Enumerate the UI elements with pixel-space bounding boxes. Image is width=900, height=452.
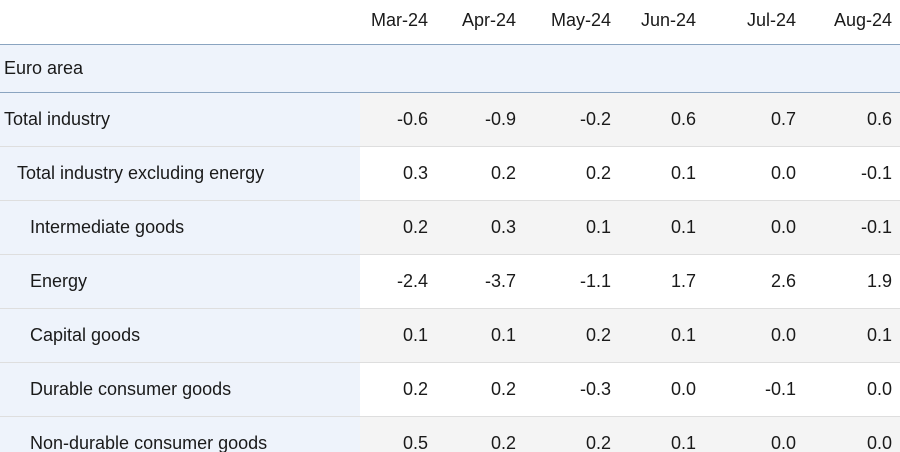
- table-cell: 0.1: [619, 416, 704, 452]
- row-label: Durable consumer goods: [0, 362, 360, 417]
- table-cell: 0.1: [619, 308, 704, 363]
- table-cell: 0.0: [704, 146, 804, 201]
- table-cell: 0.3: [436, 200, 524, 255]
- table-row: Non-durable consumer goods 0.5 0.2 0.2 0…: [0, 416, 900, 452]
- table-cell: -0.2: [524, 92, 619, 147]
- column-header: Apr-24: [436, 0, 524, 45]
- table-row: Total industry excluding energy 0.3 0.2 …: [0, 146, 900, 201]
- table-cell: 0.0: [704, 200, 804, 255]
- table-cell: 0.1: [619, 200, 704, 255]
- table-cell: 0.0: [804, 416, 900, 452]
- row-label: Intermediate goods: [0, 200, 360, 255]
- table-cell: 0.2: [524, 146, 619, 201]
- table-cell: 0.1: [360, 308, 436, 363]
- table-cell: 0.0: [804, 362, 900, 417]
- table-row: Durable consumer goods 0.2 0.2 -0.3 0.0 …: [0, 362, 900, 417]
- table-cell: -0.1: [804, 200, 900, 255]
- table-cell: 0.0: [704, 308, 804, 363]
- column-header: Mar-24: [360, 0, 436, 45]
- row-label: Total industry: [0, 92, 360, 147]
- column-header: Jun-24: [619, 0, 704, 45]
- table-cell: -1.1: [524, 254, 619, 309]
- table-cell: 0.1: [436, 308, 524, 363]
- table-cell: -2.4: [360, 254, 436, 309]
- table-cell: 0.0: [704, 416, 804, 452]
- row-label: Energy: [0, 254, 360, 309]
- table-cell: 0.2: [436, 362, 524, 417]
- table-cell: 0.6: [619, 92, 704, 147]
- table-cell: 0.2: [524, 308, 619, 363]
- table-cell: 0.1: [524, 200, 619, 255]
- table-cell: 0.2: [524, 416, 619, 452]
- table-cell: -0.1: [804, 146, 900, 201]
- header-row: Mar-24 Apr-24 May-24 Jun-24 Jul-24 Aug-2…: [0, 0, 900, 45]
- table-cell: 0.2: [436, 146, 524, 201]
- table-cell: 1.9: [804, 254, 900, 309]
- column-header: May-24: [524, 0, 619, 45]
- row-label: Capital goods: [0, 308, 360, 363]
- table-cell: 0.1: [619, 146, 704, 201]
- table-cell: 0.5: [360, 416, 436, 452]
- table-cell: 0.2: [436, 416, 524, 452]
- column-header: Aug-24: [804, 0, 900, 45]
- table-cell: -0.3: [524, 362, 619, 417]
- table-row: Total industry -0.6 -0.9 -0.2 0.6 0.7 0.…: [0, 92, 900, 147]
- row-label: Total industry excluding energy: [0, 146, 360, 201]
- column-header: Jul-24: [704, 0, 804, 45]
- table-cell: 0.0: [619, 362, 704, 417]
- table-row: Capital goods 0.1 0.1 0.2 0.1 0.0 0.1: [0, 308, 900, 363]
- table-row: Energy -2.4 -3.7 -1.1 1.7 2.6 1.9: [0, 254, 900, 309]
- table-cell: 1.7: [619, 254, 704, 309]
- table-cell: -0.9: [436, 92, 524, 147]
- table-row: Intermediate goods 0.2 0.3 0.1 0.1 0.0 -…: [0, 200, 900, 255]
- table-cell: 0.1: [804, 308, 900, 363]
- header-label-cell: [0, 0, 360, 45]
- section-row: Euro area: [0, 44, 900, 93]
- table-cell: 0.6: [804, 92, 900, 147]
- section-title: Euro area: [0, 44, 900, 93]
- table-cell: 2.6: [704, 254, 804, 309]
- table-cell: 0.2: [360, 200, 436, 255]
- table-cell: 0.3: [360, 146, 436, 201]
- table-cell: 0.2: [360, 362, 436, 417]
- table-cell: -0.1: [704, 362, 804, 417]
- table-cell: 0.7: [704, 92, 804, 147]
- row-label: Non-durable consumer goods: [0, 416, 360, 452]
- table-cell: -0.6: [360, 92, 436, 147]
- table-cell: -3.7: [436, 254, 524, 309]
